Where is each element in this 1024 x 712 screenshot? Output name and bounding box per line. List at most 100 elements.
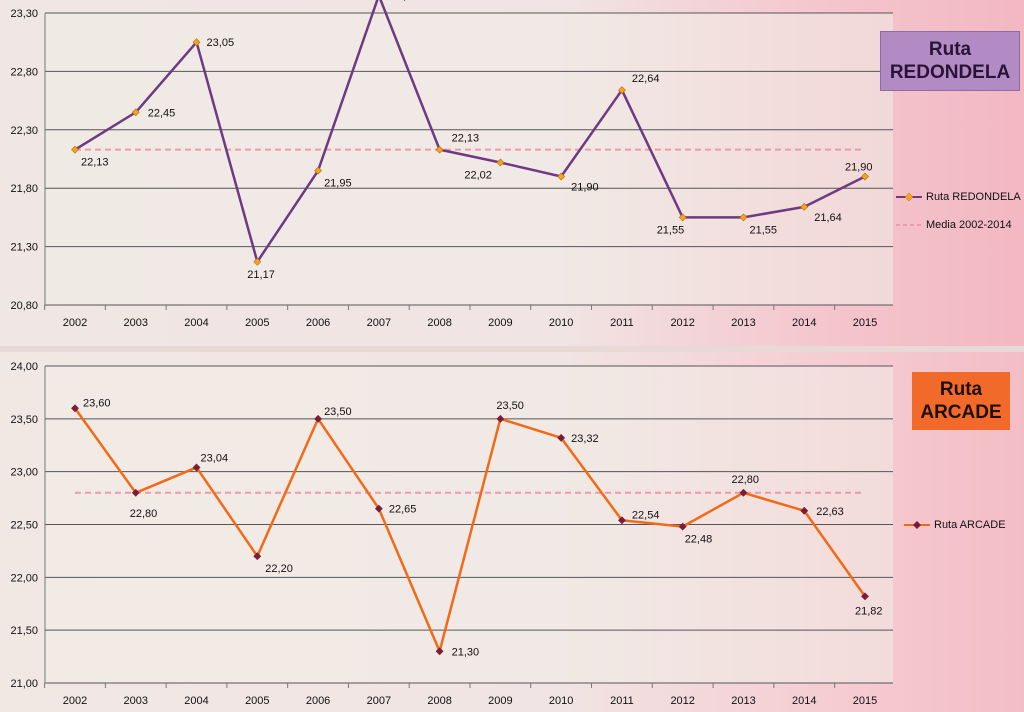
arcade-legend: Ruta ARCADE — [904, 517, 1006, 545]
redondela-data-label: 22,02 — [464, 170, 492, 182]
arcade-x-tick-label: 2010 — [549, 695, 573, 707]
legend-redondela-swatch — [896, 192, 922, 202]
redondela-data-point — [678, 213, 687, 222]
redondela-x-tick-label: 2010 — [549, 317, 573, 329]
redondela-x-tick-label: 2008 — [427, 317, 451, 329]
legend-item-mean: Media 2002-2014 — [896, 217, 1021, 233]
legend-redondela-label: Ruta REDONDELA — [926, 191, 1021, 203]
redondela-data-point — [739, 213, 748, 222]
redondela-x-tick-label: 2003 — [124, 317, 148, 329]
redondela-data-point — [800, 202, 809, 211]
arcade-data-point — [739, 488, 748, 497]
redondela-data-label: 22,13 — [81, 157, 109, 169]
arcade-data-point — [557, 433, 566, 442]
arcade-data-point — [800, 506, 809, 515]
arcade-data-label: 23,60 — [83, 397, 111, 409]
arcade-x-tick-label: 2011 — [610, 695, 634, 707]
redondela-x-tick-label: 2012 — [670, 317, 694, 329]
redondela-data-label: 21,95 — [324, 178, 352, 190]
redondela-data-label: 21,55 — [749, 224, 777, 236]
arcade-data-label: 22,54 — [632, 509, 660, 521]
arcade-x-tick-label: 2002 — [63, 695, 87, 707]
redondela-data-label: 21,55 — [657, 224, 685, 236]
arcade-x-tick-label: 2013 — [731, 695, 755, 707]
redondela-data-label: 21,90 — [845, 162, 873, 174]
redondela-x-tick-label: 2009 — [488, 317, 512, 329]
redondela-data-point — [496, 158, 505, 167]
panel-separator — [0, 346, 1024, 352]
redondela-data-point — [192, 38, 201, 47]
arcade-data-point — [192, 463, 201, 472]
redondela-y-tick-label: 23,30 — [10, 8, 38, 20]
arcade-data-point — [496, 414, 505, 423]
arcade-data-point — [131, 488, 140, 497]
redondela-data-point — [253, 257, 262, 266]
redondela-x-tick-label: 2014 — [792, 317, 816, 329]
redondela-data-label: 23,05 — [207, 37, 235, 49]
redondela-data-point — [435, 145, 444, 154]
arcade-data-label: 22,20 — [265, 563, 293, 575]
arcade-x-tick-label: 2009 — [488, 695, 512, 707]
arcade-data-point — [253, 552, 262, 561]
arcade-data-label: 23,50 — [496, 400, 524, 412]
redondela-legend: Ruta REDONDELA Media 2002-2014 — [896, 189, 1021, 245]
redondela-data-label: 22,45 — [148, 107, 176, 119]
arcade-data-point — [678, 522, 687, 531]
arcade-y-tick-label: 24,00 — [10, 361, 38, 373]
arcade-data-label: 21,30 — [452, 646, 480, 658]
arcade-title-line1: Ruta — [939, 379, 983, 400]
arcade-data-label: 22,80 — [130, 508, 158, 520]
arcade-data-label: 23,32 — [571, 433, 599, 445]
arcade-x-tick-label: 2007 — [367, 695, 391, 707]
arcade-data-label: 22,65 — [389, 504, 417, 516]
redondela-y-tick-label: 21,80 — [10, 183, 38, 195]
legend-item-redondela: Ruta REDONDELA — [896, 189, 1021, 205]
arcade-data-label: 22,48 — [685, 534, 713, 546]
redondela-data-point — [617, 86, 626, 95]
arcade-y-tick-label: 23,00 — [10, 467, 38, 479]
arcade-data-point — [71, 404, 79, 413]
redondela-data-label: 21,17 — [247, 269, 275, 281]
redondela-data-point — [131, 108, 140, 117]
arcade-data-label: 23,04 — [201, 452, 229, 464]
arcade-data-label: 23,50 — [324, 406, 352, 418]
redondela-series-line — [74, 0, 866, 264]
redondela-data-point — [314, 166, 323, 175]
arcade-title-line2: ARCADE — [920, 402, 1002, 423]
redondela-data-point — [71, 145, 79, 154]
arcade-x-tick-label: 2008 — [427, 695, 451, 707]
redondela-y-tick-label: 20,80 — [10, 300, 38, 312]
legend-mean-swatch — [896, 224, 922, 226]
redondela-x-tick-label: 2011 — [610, 317, 634, 329]
redondela-y-tick-label: 21,30 — [10, 242, 38, 254]
arcade-y-tick-label: 22,50 — [10, 520, 38, 532]
legend-item-arcade: Ruta ARCADE — [904, 517, 1006, 533]
arcade-x-tick-label: 2014 — [792, 695, 816, 707]
redondela-x-tick-label: 2015 — [853, 317, 877, 329]
arcade-data-point — [861, 592, 869, 601]
redondela-plot-area — [45, 13, 893, 305]
arcade-y-tick-label: 22,00 — [10, 572, 38, 584]
arcade-data-label: 22,63 — [816, 506, 844, 518]
redondela-data-label: 22,64 — [632, 73, 660, 85]
arcade-x-tick-label: 2012 — [670, 695, 694, 707]
legend-arcade-label: Ruta ARCADE — [934, 519, 1006, 531]
arcade-data-label: 21,82 — [855, 605, 883, 617]
arcade-y-tick-label: 23,50 — [10, 414, 38, 426]
redondela-title-line1: Ruta — [928, 39, 972, 60]
redondela-data-point — [557, 172, 566, 181]
redondela-x-tick-label: 2005 — [245, 317, 269, 329]
arcade-title-box: Ruta ARCADE — [912, 372, 1010, 430]
redondela-data-label: 22,13 — [452, 133, 480, 145]
arcade-y-tick-label: 21,00 — [10, 678, 38, 690]
redondela-data-label: 21,90 — [571, 182, 599, 194]
redondela-x-tick-label: 2006 — [306, 317, 330, 329]
redondela-y-tick-label: 22,30 — [10, 125, 38, 137]
redondela-data-point — [861, 172, 869, 181]
arcade-x-tick-label: 2006 — [306, 695, 330, 707]
legend-arcade-swatch — [904, 521, 930, 529]
redondela-data-label: 23,45 — [391, 0, 419, 2]
arcade-series-line — [73, 407, 867, 653]
redondela-y-tick-label: 22,80 — [10, 66, 38, 78]
